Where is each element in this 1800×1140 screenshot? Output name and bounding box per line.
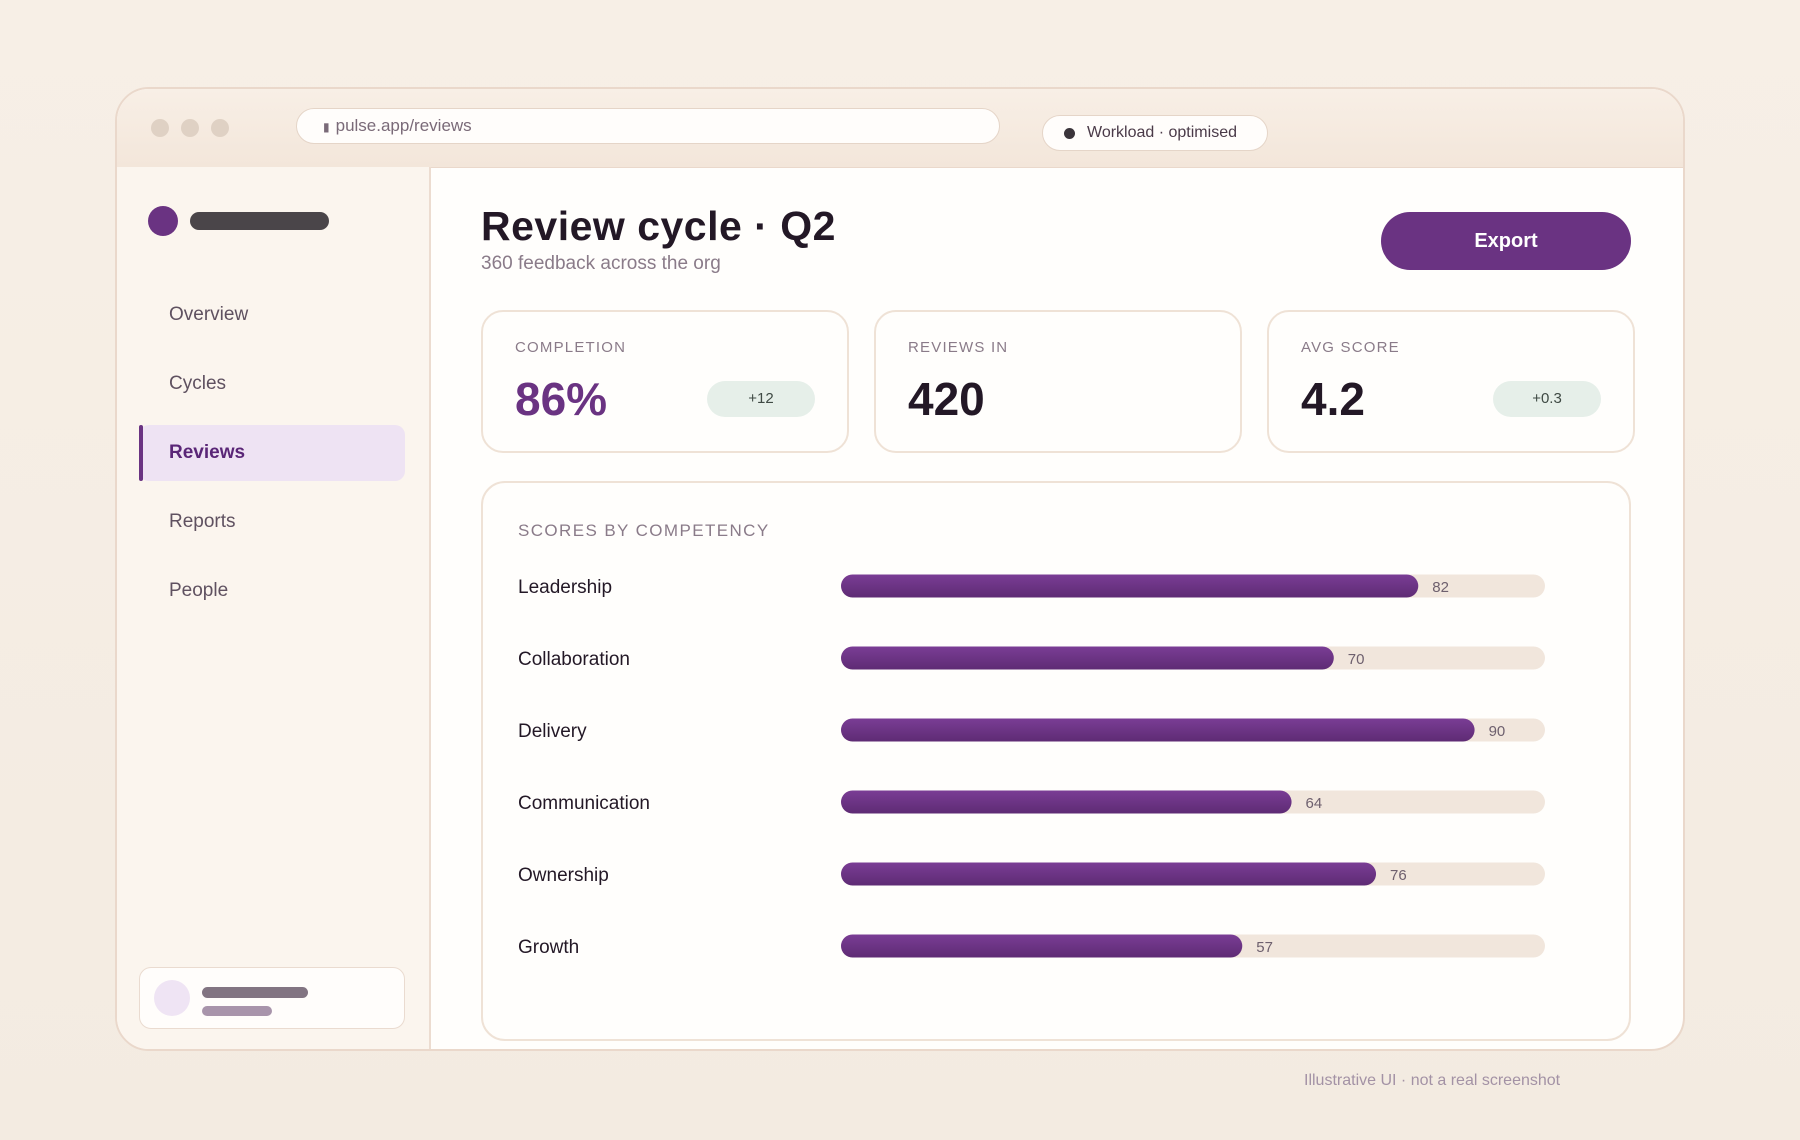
user-profile-card[interactable]	[139, 967, 405, 1029]
export-button[interactable]: Export	[1381, 212, 1631, 270]
bar-delivery	[841, 718, 1475, 742]
sidebar-item-people[interactable]: People	[139, 563, 405, 619]
brand-logo-icon	[148, 206, 178, 236]
sidebar-item-reviews[interactable]: Reviews	[139, 425, 405, 481]
page-subtitle: 360 feedback across the org	[481, 253, 721, 274]
category-label: Growth	[518, 937, 579, 958]
workload-status-text: Workload · optimised	[1087, 124, 1237, 141]
kpi-value: 420	[908, 373, 985, 425]
chart-title: SCORES BY COMPETENCY	[518, 521, 770, 540]
sidebar-item-label: Cycles	[169, 373, 227, 394]
sidebar-item-cycles[interactable]: Cycles	[139, 356, 405, 412]
bar-value-label: 76	[1390, 867, 1407, 884]
url-text: pulse.app/reviews	[335, 116, 472, 135]
status-dot-icon	[1064, 128, 1075, 139]
sidebar-item-overview[interactable]: Overview	[139, 287, 405, 343]
kpi-delta-badge: +0.3	[1493, 381, 1601, 417]
sidebar-item-label: People	[169, 580, 229, 601]
category-label: Ownership	[518, 865, 609, 886]
bar-value-label: 64	[1306, 795, 1323, 812]
footer-note: Illustrative UI · not a real screenshot	[1304, 1072, 1561, 1089]
sidebar-item-label: Reports	[169, 511, 236, 532]
kpi-card-completion: COMPLETION 86% +12	[481, 310, 849, 453]
page-title: Review cycle · Q2	[481, 203, 836, 249]
sidebar-item-label: Overview	[169, 304, 249, 325]
bar-value-label: 82	[1432, 579, 1449, 596]
category-label: Delivery	[518, 721, 587, 742]
window-close-dot[interactable]	[151, 119, 169, 137]
sidebar: Overview Cycles Reviews Reports People	[117, 167, 431, 1049]
main-content: Review cycle · Q2 360 feedback across th…	[431, 167, 1683, 1049]
kpi-label: REVIEWS IN	[908, 339, 1009, 356]
bar-collaboration	[841, 646, 1334, 670]
kpi-card-avg-score: AVG SCORE 4.2 +0.3	[1267, 310, 1635, 453]
category-label: Leadership	[518, 577, 612, 598]
kpi-value: 4.2	[1301, 373, 1365, 425]
bar-value-label: 57	[1256, 939, 1273, 956]
competency-bar-chart: Leadership 82 Collaboration 70 Delivery 90 Com…	[518, 574, 1545, 958]
workload-status-pill: Workload · optimised	[1042, 115, 1268, 151]
bar-leadership	[841, 574, 1419, 598]
bar-ownership	[841, 862, 1377, 886]
window-maximize-dot[interactable]	[211, 119, 229, 137]
bar-value-label: 90	[1489, 723, 1506, 740]
user-role-placeholder	[202, 1006, 272, 1016]
kpi-card-reviews-in: REVIEWS IN 420	[874, 310, 1242, 453]
kpi-value: 86%	[515, 373, 608, 425]
browser-titlebar: ▮ pulse.app/reviews Workload · optimised	[117, 89, 1683, 168]
brand-name-placeholder	[190, 212, 329, 230]
user-name-placeholder	[202, 987, 308, 998]
bar-value-label: 70	[1348, 651, 1365, 668]
competency-chart-card: SCORES BY COMPETENCY Leadership 82 Collabo…	[481, 481, 1631, 1041]
lock-icon: ▮	[323, 120, 330, 134]
browser-window: ▮ pulse.app/reviews Workload · optimised …	[115, 87, 1685, 1051]
kpi-delta-badge: +12	[707, 381, 815, 417]
bar-growth	[841, 934, 1243, 958]
sidebar-item-reports[interactable]: Reports	[139, 494, 405, 550]
sidebar-item-label: Reviews	[169, 442, 246, 463]
category-label: Communication	[518, 793, 650, 814]
kpi-label: AVG SCORE	[1301, 339, 1400, 356]
category-label: Collaboration	[518, 649, 630, 670]
avatar	[154, 980, 190, 1016]
window-minimize-dot[interactable]	[181, 119, 199, 137]
kpi-label: COMPLETION	[515, 339, 627, 356]
bar-communication	[841, 790, 1292, 814]
address-bar[interactable]: ▮ pulse.app/reviews	[296, 108, 1000, 144]
